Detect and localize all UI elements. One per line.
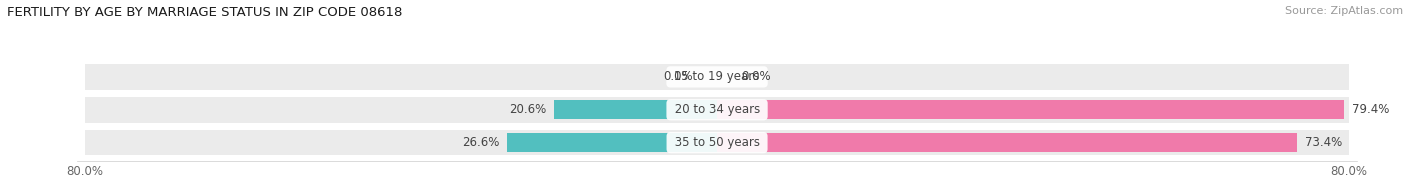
Bar: [86, 130, 1348, 155]
Text: 79.4%: 79.4%: [1353, 103, 1389, 116]
Bar: [717, 100, 1344, 119]
Text: 0.0%: 0.0%: [664, 70, 693, 83]
Text: 26.6%: 26.6%: [461, 136, 499, 149]
Bar: [508, 133, 717, 152]
Text: 20.6%: 20.6%: [509, 103, 547, 116]
Text: 73.4%: 73.4%: [1305, 136, 1341, 149]
Text: 20 to 34 years: 20 to 34 years: [671, 103, 763, 116]
Bar: [86, 64, 1348, 90]
Text: Source: ZipAtlas.com: Source: ZipAtlas.com: [1285, 6, 1403, 16]
Bar: [717, 133, 1296, 152]
Bar: [86, 97, 1348, 122]
Text: 0.0%: 0.0%: [741, 70, 770, 83]
Text: FERTILITY BY AGE BY MARRIAGE STATUS IN ZIP CODE 08618: FERTILITY BY AGE BY MARRIAGE STATUS IN Z…: [7, 6, 402, 19]
Bar: [554, 100, 717, 119]
Text: 15 to 19 years: 15 to 19 years: [671, 70, 763, 83]
Text: 35 to 50 years: 35 to 50 years: [671, 136, 763, 149]
